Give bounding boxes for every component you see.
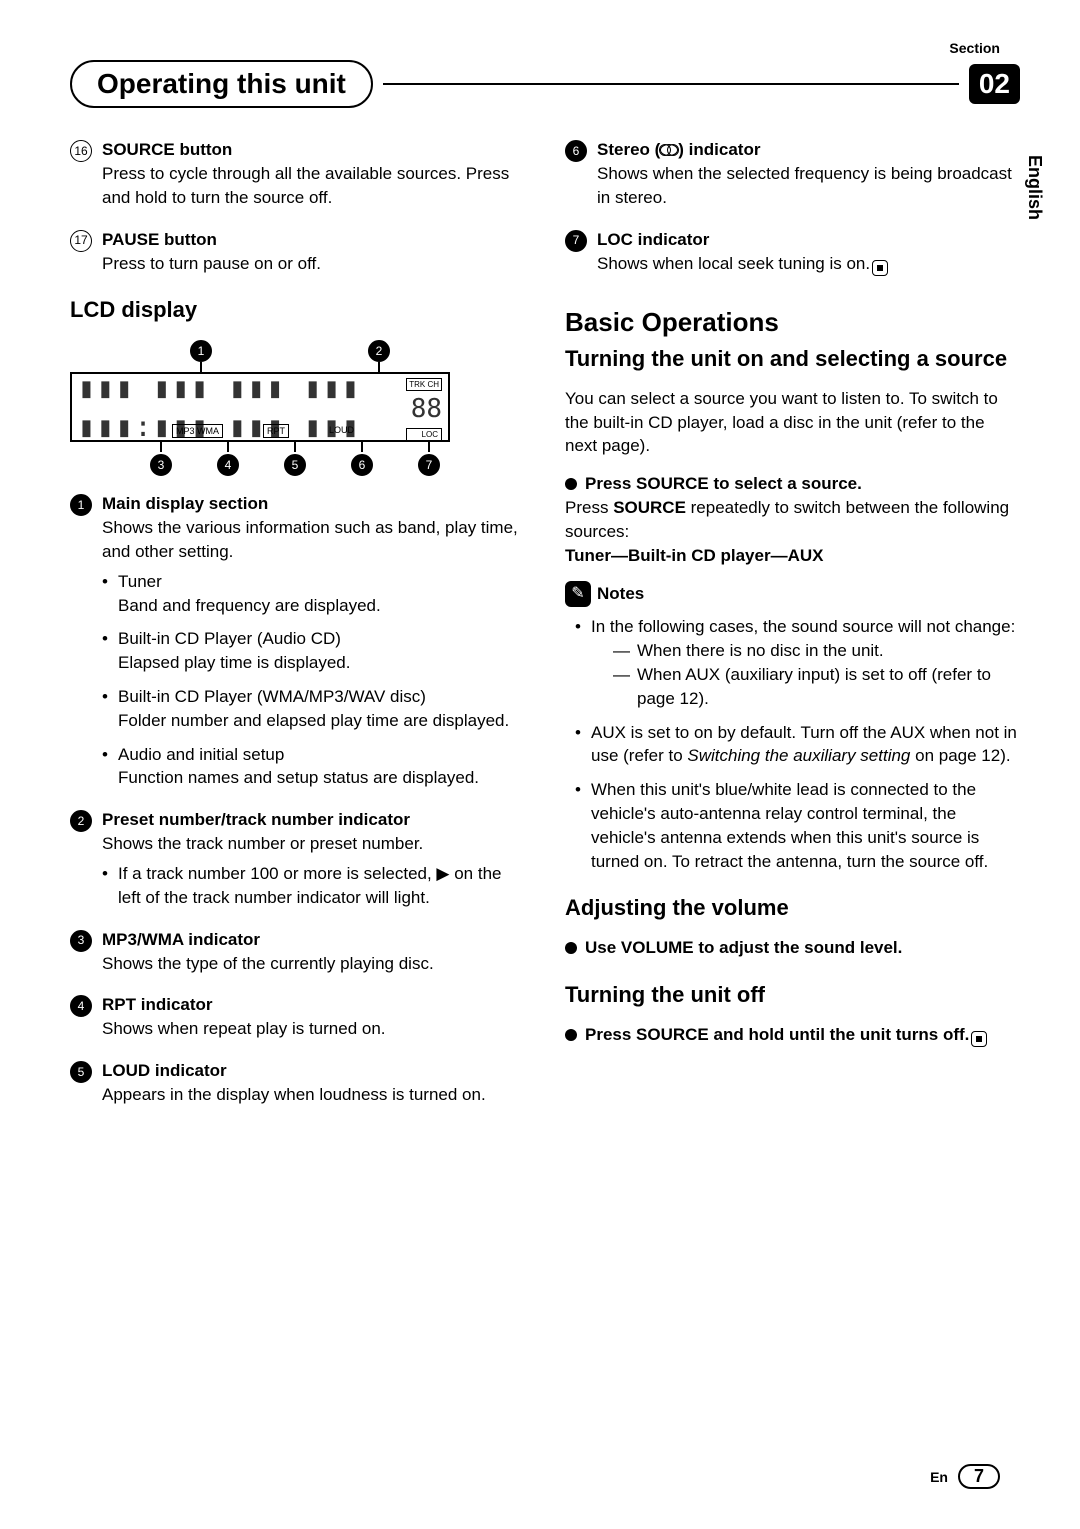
notes-icon: ✎ (565, 581, 591, 607)
item-source-button: 16 SOURCE button Press to cycle through … (70, 138, 525, 210)
marker-1: 1 (70, 494, 92, 516)
item-rpt-indicator: 4 RPT indicator Shows when repeat play i… (70, 993, 525, 1041)
item-body: Shows when the selected frequency is bei… (597, 162, 1020, 210)
item-loud-indicator: 5 LOUD indicator Appears in the display … (70, 1059, 525, 1107)
off-step: Press SOURCE and hold until the unit tur… (565, 1023, 1020, 1047)
list-item: When this unit's blue/white lead is conn… (575, 778, 1020, 873)
callout-4: 4 (217, 454, 239, 476)
press-source-step: Press SOURCE to select a source. (565, 472, 1020, 496)
language-tab: English (1024, 155, 1045, 220)
header-rule (383, 83, 959, 85)
right-column: 6 Stereo () indicator Shows when the sel… (565, 138, 1020, 1125)
marker-7: 7 (565, 230, 587, 252)
marker-17: 17 (70, 230, 92, 252)
item-title: MP3/WMA indicator (102, 928, 260, 952)
list-item: TunerBand and frequency are displayed. (102, 570, 525, 618)
item-title: Preset number/track number indicator (102, 808, 410, 832)
marker-16: 16 (70, 140, 92, 162)
item-body: Shows the track number or preset number. (102, 832, 525, 856)
loc-label: LOC (406, 428, 442, 441)
section-number-badge: 02 (969, 64, 1020, 104)
marker-4: 4 (70, 995, 92, 1017)
loud-indicator: LOUD (329, 424, 354, 439)
item-title: Stereo () indicator (597, 138, 760, 162)
callout-5: 5 (284, 454, 306, 476)
paragraph: Press SOURCE repeatedly to switch betwee… (565, 496, 1020, 544)
item-body: Shows when repeat play is turned on. (102, 1017, 525, 1041)
list-item: Built-in CD Player (WMA/MP3/WAV disc)Fol… (102, 685, 525, 733)
bullet-icon (565, 942, 577, 954)
marker-5: 5 (70, 1061, 92, 1083)
adjusting-volume-heading: Adjusting the volume (565, 893, 1020, 924)
item-main-display: 1 Main display section Shows the various… (70, 492, 525, 790)
item-body: Shows the various information such as ba… (102, 516, 525, 564)
source-chain: Tuner—Built-in CD player—AUX (565, 544, 1020, 568)
item-title: Main display section (102, 492, 268, 516)
notes-header: ✎ Notes (565, 581, 1020, 607)
lcd-display-heading: LCD display (70, 295, 525, 326)
stop-icon (872, 260, 888, 276)
stop-icon (971, 1031, 987, 1047)
list-item: In the following cases, the sound source… (575, 615, 1020, 710)
turning-on-heading: Turning the unit on and selecting a sour… (565, 344, 1020, 375)
item-title: PAUSE button (102, 228, 217, 252)
list-item: AUX is set to on by default. Turn off th… (575, 721, 1020, 769)
callout-3: 3 (150, 454, 172, 476)
marker-3: 3 (70, 930, 92, 952)
section-label: Section (949, 40, 1000, 56)
notes-list: In the following cases, the sound source… (575, 615, 1020, 873)
notes-label: Notes (597, 582, 644, 606)
item-body: Shows when local seek tuning is on. (597, 252, 1020, 276)
item-body: Shows the type of the currently playing … (102, 952, 525, 976)
item-title: RPT indicator (102, 993, 213, 1017)
marker-6: 6 (565, 140, 587, 162)
marker-2: 2 (70, 810, 92, 832)
item-title: LOC indicator (597, 228, 709, 252)
bullet-icon (565, 1029, 577, 1041)
lcd-diagram: 1 2 ▮▮▮ ▮▮▮ ▮▮▮ ▮▮▮ ▮▮▮:▮▮▮ ▮▮▮ ▮▮▮ MP3 … (70, 338, 450, 476)
page-title: Operating this unit (70, 60, 373, 108)
lcd-screen: ▮▮▮ ▮▮▮ ▮▮▮ ▮▮▮ ▮▮▮:▮▮▮ ▮▮▮ ▮▮▮ MP3 WMA … (70, 372, 450, 442)
basic-operations-heading: Basic Operations (565, 304, 1020, 340)
item-mp3-indicator: 3 MP3/WMA indicator Shows the type of th… (70, 928, 525, 976)
item-loc-indicator: 7 LOC indicator Shows when local seek tu… (565, 228, 1020, 276)
list-item: When AUX (auxiliary input) is set to off… (613, 663, 1020, 711)
list-item: Audio and initial setupFunction names an… (102, 743, 525, 791)
bullet-icon (565, 478, 577, 490)
item-stereo-indicator: 6 Stereo () indicator Shows when the sel… (565, 138, 1020, 210)
list-item: Built-in CD Player (Audio CD)Elapsed pla… (102, 627, 525, 675)
callout-1: 1 (190, 340, 212, 362)
list-item: If a track number 100 or more is selecte… (102, 862, 525, 910)
turning-off-heading: Turning the unit off (565, 980, 1020, 1011)
callout-2: 2 (368, 340, 390, 362)
item-preset-indicator: 2 Preset number/track number indicator S… (70, 808, 525, 909)
item-title: SOURCE button (102, 138, 232, 162)
callout-6: 6 (351, 454, 373, 476)
paragraph: You can select a source you want to list… (565, 387, 1020, 458)
volume-step: Use VOLUME to adjust the sound level. (565, 936, 1020, 960)
footer-lang: En (930, 1469, 948, 1485)
item-body: Appears in the display when loudness is … (102, 1083, 525, 1107)
page-number: 7 (958, 1464, 1000, 1489)
mp3-wma-indicator: MP3 WMA (172, 424, 223, 439)
trkch-label: TRK CH (406, 378, 442, 391)
item-body: Press to turn pause on or off. (102, 252, 525, 276)
item-body: Press to cycle through all the available… (102, 162, 525, 210)
item-pause-button: 17 PAUSE button Press to turn pause on o… (70, 228, 525, 276)
left-column: 16 SOURCE button Press to cycle through … (70, 138, 525, 1125)
callout-7: 7 (418, 454, 440, 476)
page-header: Operating this unit 02 (70, 60, 1020, 108)
rpt-indicator: RPT (263, 424, 289, 439)
stereo-icon (660, 144, 678, 156)
list-item: When there is no disc in the unit. (613, 639, 1020, 663)
trk-number: 88 (406, 391, 442, 427)
item-title: LOUD indicator (102, 1059, 227, 1083)
page-footer: En 7 (930, 1464, 1000, 1489)
